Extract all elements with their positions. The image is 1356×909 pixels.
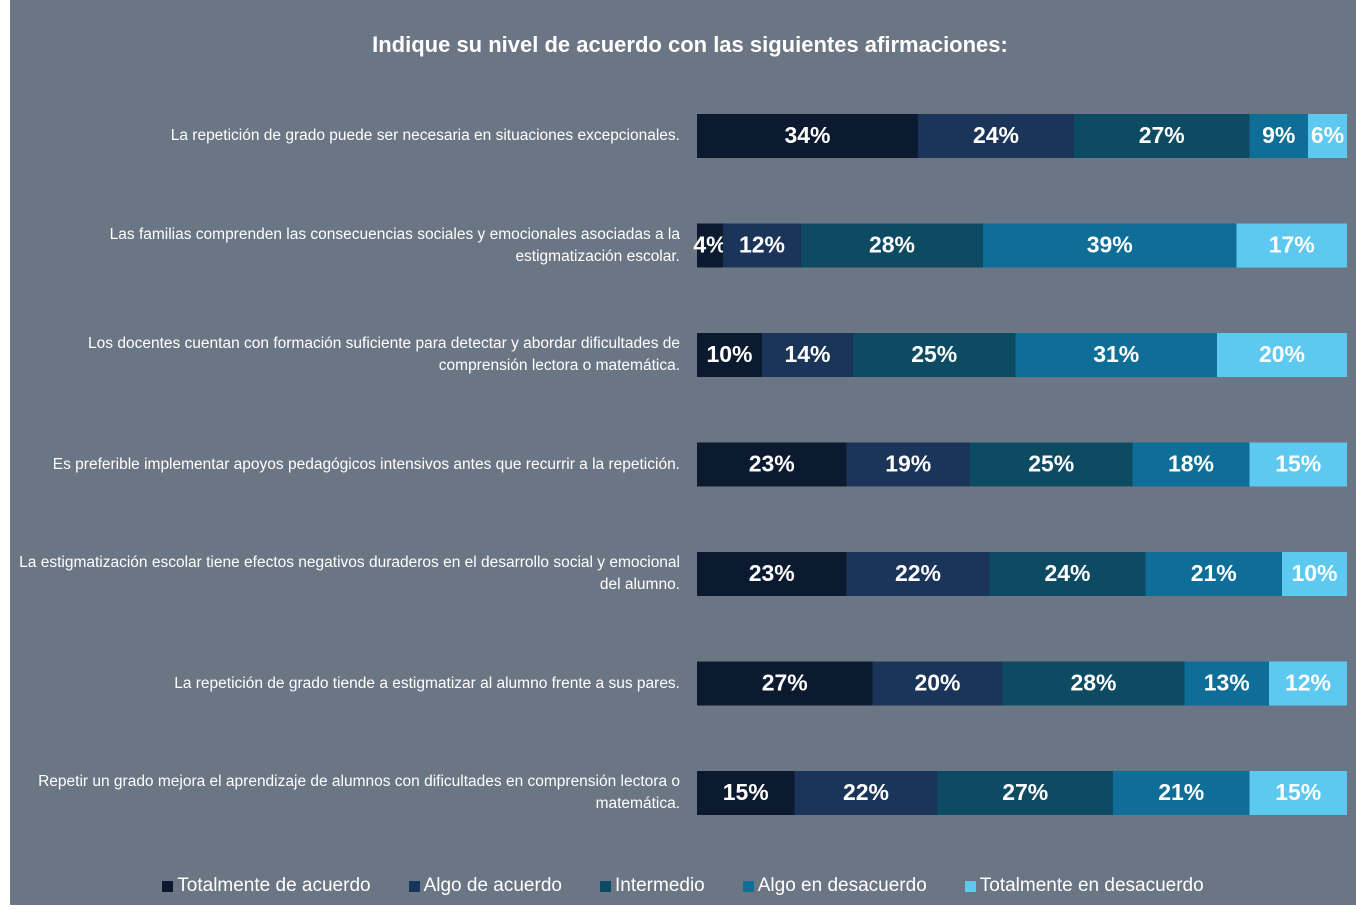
bar-segment xyxy=(1308,114,1347,158)
bar-segment xyxy=(970,442,1133,487)
value-label: 23% xyxy=(749,451,795,477)
value-label: 27% xyxy=(1139,122,1185,148)
category-label: Los docentes cuentan con formación sufic… xyxy=(88,335,680,374)
bar-segment xyxy=(1132,442,1250,487)
legend-swatch xyxy=(408,880,420,892)
bar-segment xyxy=(1249,442,1347,487)
bar-segment xyxy=(983,223,1237,268)
legend-item: Algo en desacuerdo xyxy=(742,875,927,897)
value-label: 25% xyxy=(1028,451,1074,477)
bar-segment xyxy=(723,223,801,268)
bar-segment xyxy=(937,771,1113,815)
legend-swatch xyxy=(162,880,174,892)
bar-segment xyxy=(1015,333,1217,377)
bar-segment xyxy=(1217,333,1347,377)
value-label: 15% xyxy=(1275,451,1321,477)
value-label: 25% xyxy=(911,341,957,367)
bar-segment xyxy=(1113,771,1250,815)
value-label: 39% xyxy=(1087,232,1133,258)
bar-segment xyxy=(1269,661,1347,706)
value-label: 14% xyxy=(784,341,830,367)
bar-segment xyxy=(697,114,918,158)
bar-segment xyxy=(697,333,762,377)
bar-segment xyxy=(1236,223,1347,268)
bar-segment xyxy=(1074,114,1250,158)
value-label: 15% xyxy=(1275,779,1321,805)
chart-title: Indique su nivel de acuerdo con las sigu… xyxy=(372,32,1008,57)
value-label: 12% xyxy=(1285,670,1331,696)
legend-label: Algo en desacuerdo xyxy=(757,875,927,896)
legend-item: Intermedio xyxy=(599,875,705,897)
value-label: 22% xyxy=(843,779,889,805)
value-label: 21% xyxy=(1191,560,1237,586)
bar-segment xyxy=(853,333,1016,377)
value-label: 27% xyxy=(762,670,808,696)
value-label: 34% xyxy=(784,122,830,148)
value-label: 17% xyxy=(1269,232,1315,258)
bar-segment xyxy=(801,223,983,268)
legend-item: Algo de acuerdo xyxy=(408,875,562,897)
bar-segment xyxy=(872,661,1003,706)
legend-label: Totalmente de acuerdo xyxy=(177,875,371,896)
bar-segment xyxy=(697,661,873,706)
legend-swatch xyxy=(964,880,976,892)
value-label: 21% xyxy=(1158,779,1204,805)
bar-segment xyxy=(697,442,847,487)
value-label: 27% xyxy=(1002,779,1048,805)
legend-swatch xyxy=(742,880,754,892)
legend-swatch xyxy=(599,880,611,892)
bar-segment xyxy=(989,552,1146,596)
value-label: 31% xyxy=(1093,341,1139,367)
bar-segment xyxy=(918,114,1074,158)
value-label: 13% xyxy=(1204,670,1250,696)
value-label: 28% xyxy=(869,232,915,258)
value-label: 9% xyxy=(1262,122,1295,148)
bar-segment xyxy=(846,552,990,596)
value-label: 15% xyxy=(723,779,769,805)
category-label: La estigmatización escolar tiene efectos… xyxy=(19,554,680,593)
bar-segment xyxy=(1249,771,1347,815)
value-label: 24% xyxy=(1044,560,1090,586)
value-label: 28% xyxy=(1070,670,1116,696)
legend-item: Totalmente de acuerdo xyxy=(162,875,371,897)
bar-segment xyxy=(1002,661,1185,706)
legend: Totalmente de acuerdo Algo de acuerdo Inte… xyxy=(10,875,1356,897)
value-label: 18% xyxy=(1168,451,1214,477)
value-label: 10% xyxy=(706,341,752,367)
bar-segment xyxy=(846,442,970,487)
bar-segment xyxy=(697,771,795,815)
bar-segment xyxy=(794,771,938,815)
bar-segment xyxy=(1249,114,1308,158)
value-label: 22% xyxy=(895,560,941,586)
legend-label: Intermedio xyxy=(614,875,705,896)
legend-label: Algo de acuerdo xyxy=(423,875,562,896)
value-label: 19% xyxy=(885,451,931,477)
category-label: Es preferible implementar apoyos pedagóg… xyxy=(52,455,680,473)
bar-segment xyxy=(697,552,847,596)
bar-segment xyxy=(1145,552,1282,596)
value-label: 10% xyxy=(1291,560,1337,586)
category-label: La repetición de grado tiende a estigmat… xyxy=(174,674,680,692)
value-label: 20% xyxy=(914,670,960,696)
value-label: 24% xyxy=(973,122,1019,148)
value-label: 4% xyxy=(693,232,726,258)
category-label: Repetir un grado mejora el aprendizaje d… xyxy=(38,773,680,812)
plot: Indique su nivel de acuerdo con las sigu… xyxy=(372,32,1347,815)
legend-label: Totalmente en desacuerdo xyxy=(979,875,1204,896)
value-label: 6% xyxy=(1311,122,1344,148)
bar-segment xyxy=(697,223,723,268)
category-label: Las familias comprenden las consecuencia… xyxy=(109,225,680,265)
value-label: 20% xyxy=(1259,341,1305,367)
category-label: La repetición de grado puede ser necesar… xyxy=(170,127,680,144)
value-label: 12% xyxy=(739,232,785,258)
bar-segment xyxy=(1282,552,1347,596)
legend-item: Totalmente en desacuerdo xyxy=(964,875,1204,897)
chart: Indique su nivel de acuerdo con las sigu… xyxy=(10,0,1356,905)
bar-segment xyxy=(762,333,853,377)
value-label: 23% xyxy=(749,560,795,586)
bar-segment xyxy=(1184,661,1269,706)
